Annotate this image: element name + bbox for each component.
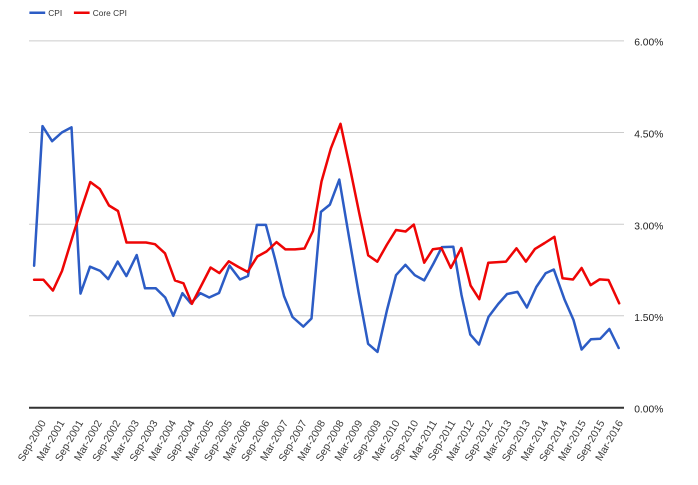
svg-text:4.50%: 4.50% — [634, 130, 663, 141]
svg-text:Core CPI: Core CPI — [93, 8, 127, 18]
svg-text:0.00%: 0.00% — [634, 405, 663, 416]
svg-text:1.50%: 1.50% — [634, 313, 663, 324]
svg-text:CPI: CPI — [48, 8, 62, 18]
svg-text:6.00%: 6.00% — [634, 37, 663, 48]
svg-text:3.00%: 3.00% — [634, 221, 663, 232]
